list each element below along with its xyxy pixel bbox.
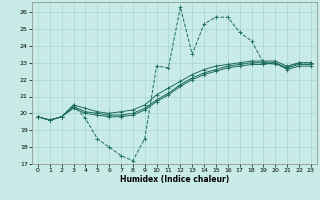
X-axis label: Humidex (Indice chaleur): Humidex (Indice chaleur): [120, 175, 229, 184]
